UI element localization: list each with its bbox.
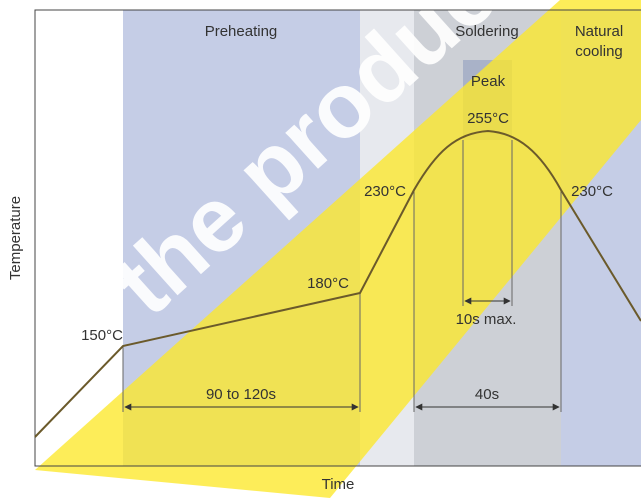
watermark-band <box>35 0 641 498</box>
duration-label-peak: 10s max. <box>456 311 517 328</box>
y-axis-label: Temperature <box>7 196 24 280</box>
temp-label-230-fall: 230°C <box>571 183 613 200</box>
duration-label-above230: 40s <box>475 386 499 403</box>
zone-label-cooling-1: Natural <box>575 23 623 40</box>
temp-label-230-rise: 230°C <box>364 183 406 200</box>
temperature-profile-curve <box>34 129 641 438</box>
zone-label-soldering: Soldering <box>455 23 518 40</box>
temp-label-180: 180°C <box>307 275 349 292</box>
duration-label-preheat: 90 to 120s <box>206 386 276 403</box>
x-axis-label: Time <box>322 476 355 493</box>
zone-label-preheating: Preheating <box>205 23 278 40</box>
temp-label-255: 255°C <box>467 110 509 127</box>
temp-label-150: 150°C <box>81 327 123 344</box>
plot-frame <box>34 9 641 467</box>
zone-label-cooling-2: cooling <box>575 43 623 60</box>
zone-label-peak: Peak <box>471 73 506 90</box>
